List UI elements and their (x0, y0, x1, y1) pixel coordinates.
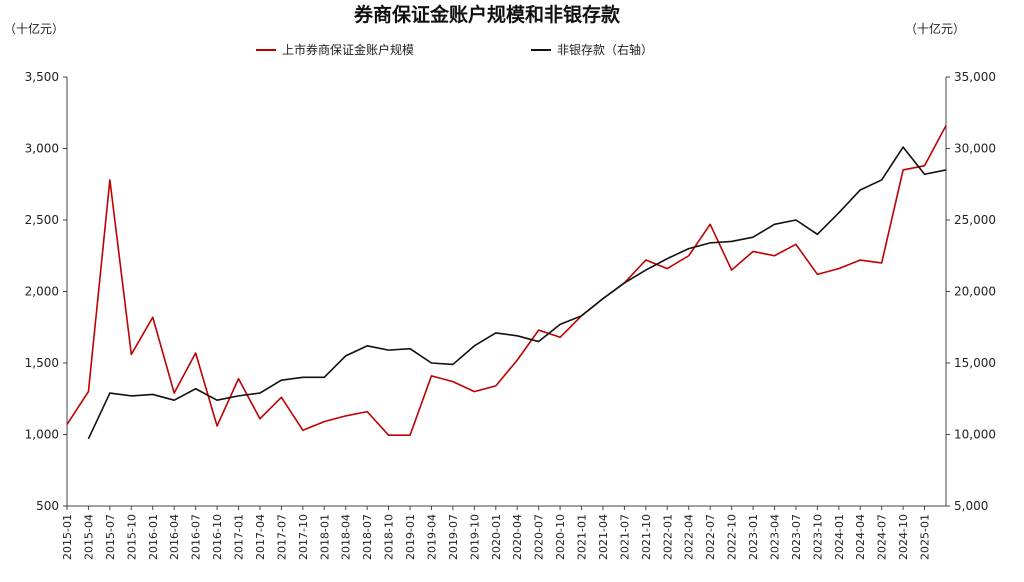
x-tick-label: 2016-01 (147, 514, 160, 560)
series-line-broker-margin (66, 125, 947, 437)
right-y-tick-label: 25,000 (954, 213, 996, 227)
x-tick-label: 2015-07 (104, 514, 117, 560)
x-tick-label: 2018-07 (361, 514, 374, 560)
x-tick-label: 2020-07 (533, 514, 546, 560)
right-y-tick-label: 5,000 (954, 499, 988, 513)
series-line-nonbank-deposits (87, 146, 947, 440)
x-tick-label: 2015-04 (82, 514, 95, 560)
x-tick-label: 2023-10 (811, 514, 824, 560)
x-tick-label: 2020-10 (554, 514, 567, 560)
chart-title: 券商保证金账户规模和非银存款 (353, 3, 621, 26)
x-tick-label: 2022-04 (683, 514, 696, 560)
left-y-tick-label: 3,500 (25, 70, 59, 84)
x-tick-label: 2025-01 (919, 514, 932, 560)
left-y-tick-label: 2,000 (25, 285, 59, 299)
x-tick-label: 2020-01 (490, 514, 503, 560)
legend: 上市券商保证金账户规模 非银存款（右轴） (256, 42, 653, 57)
axes: 500 1,000 1,500 2,000 2,500 3,000 3,500 5,000 10… (25, 70, 996, 560)
x-tick-label: 2020-04 (511, 514, 524, 560)
left-y-tick-label: 2,500 (25, 213, 59, 227)
x-tick-label: 2023-07 (790, 514, 803, 560)
left-y-tick-label: 1,000 (25, 428, 59, 442)
right-y-tick-label: 10,000 (954, 428, 996, 442)
x-tick-label: 2018-10 (383, 514, 396, 560)
x-tick-label: 2021-07 (618, 514, 631, 560)
x-tick-label: 2017-10 (297, 514, 310, 560)
x-tick-label: 2024-04 (854, 514, 867, 560)
x-tick-label: 2024-01 (833, 514, 846, 560)
right-y-tick-label: 30,000 (954, 142, 996, 156)
left-y-tick-label: 3,000 (25, 142, 59, 156)
x-tick-label: 2019-01 (404, 514, 417, 560)
x-tick-label: 2019-10 (468, 514, 481, 560)
x-tick-label: 2017-01 (233, 514, 246, 560)
x-tick-label: 2019-04 (425, 514, 438, 560)
series-lines (66, 125, 947, 440)
x-tick-label: 2022-01 (661, 514, 674, 560)
x-tick-label: 2021-01 (576, 514, 589, 560)
x-tick-label: 2023-04 (768, 514, 781, 560)
x-tick-label: 2015-01 (61, 514, 74, 560)
x-tick-label: 2016-07 (190, 514, 203, 560)
left-y-tick-label: 1,500 (25, 356, 59, 370)
right-y-tick-label: 15,000 (954, 356, 996, 370)
x-tick-label: 2016-04 (168, 514, 181, 560)
x-tick-label: 2018-01 (318, 514, 331, 560)
x-tick-label: 2021-10 (640, 514, 653, 560)
legend-label-broker-margin: 上市券商保证金账户规模 (282, 42, 414, 57)
x-tick-label: 2016-10 (211, 514, 224, 560)
x-tick-label: 2015-10 (125, 514, 138, 560)
legend-label-nonbank-deposits: 非银存款（右轴） (557, 42, 653, 57)
x-tick-label: 2018-04 (340, 514, 353, 560)
x-tick-label: 2022-07 (704, 514, 717, 560)
left-axis-unit: （十亿元） (4, 21, 64, 36)
x-tick-label: 2019-07 (447, 514, 460, 560)
x-tick-label: 2023-01 (747, 514, 760, 560)
left-y-tick-label: 500 (36, 499, 59, 513)
x-tick-label: 2017-04 (254, 514, 267, 560)
x-tick-label: 2022-10 (726, 514, 739, 560)
x-tick-label: 2024-07 (876, 514, 889, 560)
right-y-tick-label: 20,000 (954, 285, 996, 299)
x-tick-label: 2017-07 (275, 514, 288, 560)
x-tick-label: 2024-10 (897, 514, 910, 560)
right-axis-unit: （十亿元） (905, 21, 965, 36)
x-tick-label: 2021-04 (597, 514, 610, 560)
right-y-tick-label: 35,000 (954, 70, 996, 84)
